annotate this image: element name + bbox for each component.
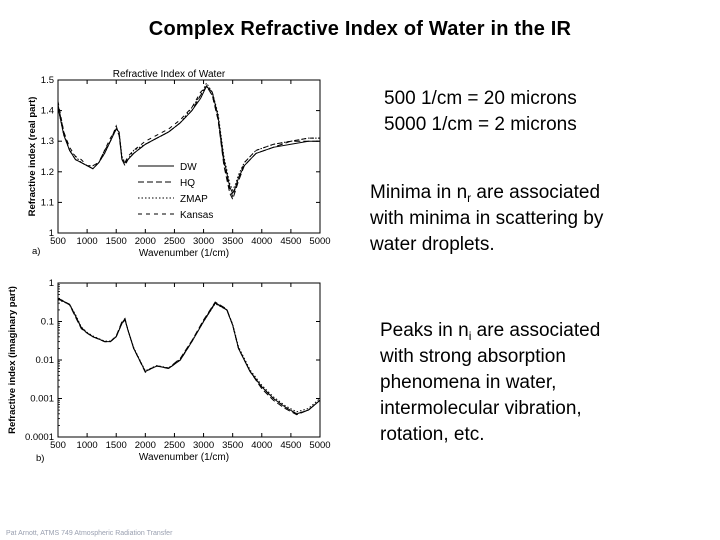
series-line-dw [57,298,321,415]
minima-subscript: r [467,191,472,205]
series-line-hq [57,85,320,201]
x-tick-label: 1000 [77,236,98,247]
x-tick-label: 500 [50,440,66,451]
footer-credit: Pat Arnott, ATMS 749 Atmospheric Radiati… [6,530,173,537]
minima-note: Minima in nr are associated with minima … [370,180,690,258]
legend-label: ZMAP [180,194,208,205]
y-tick-label: 0.1 [41,317,54,328]
y-tick-label: 1.1 [41,197,54,208]
x-tick-label: 1500 [106,236,127,247]
plot-frame [57,282,321,438]
y-tick-label: 1.2 [41,167,54,178]
minima-note-line-2: with minima in scattering by [370,208,604,229]
y-tick-label: 1 [49,228,54,239]
series-line-zmap [57,82,320,192]
y-tick-label: 1.3 [41,136,54,147]
chart-title: Refractive Index of Water [113,69,226,80]
peaks-note-line-4: intermolecular vibration, [380,398,582,419]
x-tick-label: 5000 [309,440,330,451]
y-tick-label: 1.4 [41,106,54,117]
y-axis-label: Refractive index (imaginary part) [7,286,18,434]
x-tick-label: 5000 [309,236,330,247]
peaks-note-line-1: Peaks in ni are associated [380,318,690,344]
minima-note-line-1: Minima in nr are associated [370,180,690,206]
slide-title: Complex Refractive Index of Water in the… [148,18,572,40]
x-tick-label: 500 [50,236,66,247]
peaks-note-line-3: phenomena in water, [380,372,557,393]
peaks-note: Peaks in ni are associated with strong a… [380,318,690,448]
x-tick-label: 1000 [77,440,98,451]
y-tick-label: 0.0001 [25,432,54,443]
x-tick-label: 2000 [135,236,156,247]
y-tick-label: 0.001 [30,394,54,405]
minima-suffix: are associated [471,182,601,203]
y-tick-label: 0.01 [36,355,55,366]
x-tick-label: 2500 [164,236,185,247]
x-tick-label: 4500 [280,440,301,451]
x-tick-label: 4000 [251,440,272,451]
x-tick-label: 2500 [164,440,185,451]
peaks-note-line-2: with strong absorption [380,346,566,367]
x-tick-label: 2000 [135,440,156,451]
series-line-zmap [57,299,321,413]
minima-prefix: Minima in n [370,182,468,203]
x-tick-label: 4500 [280,236,301,247]
legend-label: DW [180,162,197,173]
legend-label: Kansas [180,210,213,221]
x-tick-label: 4000 [251,236,272,247]
minima-note-line-3: water droplets. [370,234,495,255]
series-line-kansas [57,85,320,198]
panel-label: b) [36,453,44,464]
peaks-subscript: i [468,329,472,343]
unit-conversion-note: 500 1/cm = 20 microns 5000 1/cm = 2 micr… [384,86,577,138]
series-line-hq [57,297,321,416]
x-tick-label: 1500 [106,440,127,451]
legend-label: HQ [180,178,195,189]
y-tick-label: 1.5 [41,75,54,86]
y-axis-label: Refractive index (real part) [27,97,38,217]
peaks-prefix: Peaks in n [380,320,469,341]
peaks-suffix: are associated [471,320,601,341]
conversion-line-1: 500 1/cm = 20 microns [384,88,577,109]
chart-imaginary-part: 500 1000 1500 2000 2500 3000 3500 4000 4500 5000 0… [7,278,331,464]
x-axis-label: Wavenumber (1/cm) [139,452,229,463]
x-axis-label: Wavenumber (1/cm) [139,248,229,259]
plot-frame [57,79,321,234]
x-tick-label: 3000 [193,440,214,451]
x-tick-label: 3500 [222,236,243,247]
x-tick-label: 3000 [193,236,214,247]
peaks-note-line-5: rotation, etc. [380,424,485,445]
conversion-line-2: 5000 1/cm = 2 microns [384,114,577,135]
panel-label: a) [32,246,40,257]
x-tick-label: 3500 [222,440,243,451]
y-tick-label: 1 [49,278,54,289]
series-line-kansas [57,298,321,415]
chart-real-part: 500 1000 1500 2000 2500 3000 3500 4000 4500 5000 1… [27,69,331,259]
